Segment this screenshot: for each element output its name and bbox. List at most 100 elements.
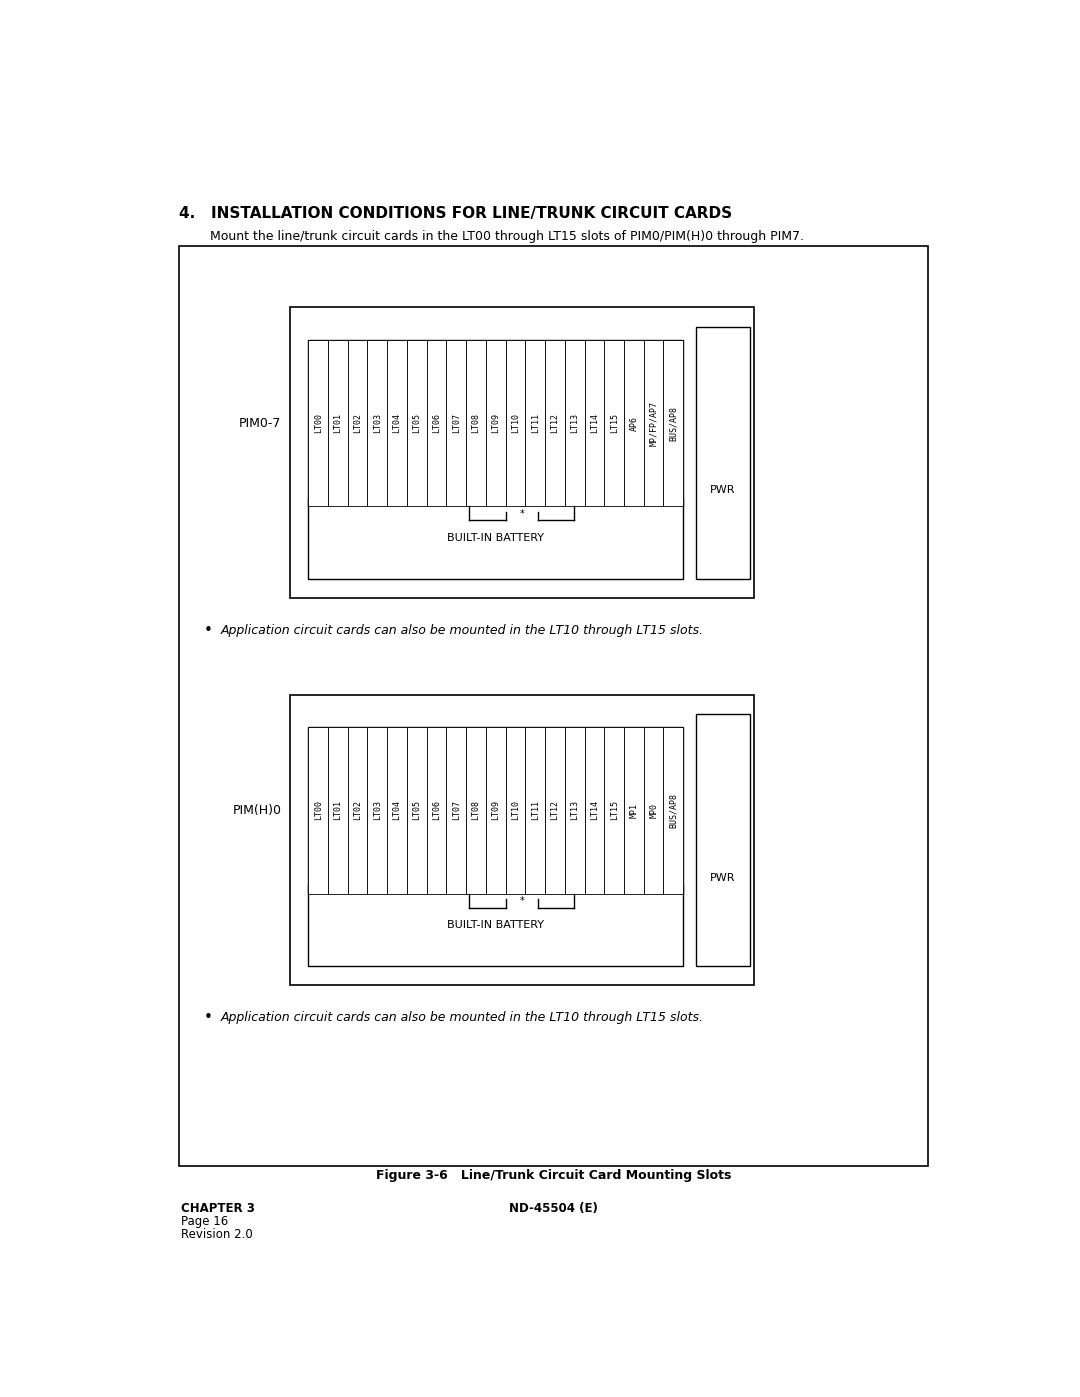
Bar — [696, 327, 751, 578]
Text: BUILT-IN BATTERY: BUILT-IN BATTERY — [447, 921, 544, 930]
Bar — [644, 726, 663, 894]
Bar — [446, 339, 467, 507]
Bar — [565, 339, 584, 507]
Text: LT13: LT13 — [570, 800, 579, 820]
Text: *: * — [519, 897, 525, 907]
Text: PWR: PWR — [711, 873, 735, 883]
Bar — [328, 339, 348, 507]
Text: LT04: LT04 — [392, 800, 402, 820]
Bar — [308, 726, 328, 894]
Text: •: • — [204, 1010, 213, 1025]
Bar — [545, 339, 565, 507]
Text: •: • — [204, 623, 213, 637]
Bar — [388, 339, 407, 507]
Bar — [289, 307, 754, 598]
Bar — [584, 726, 605, 894]
Text: LT00: LT00 — [313, 800, 323, 820]
Text: LT05: LT05 — [413, 800, 421, 820]
Text: Page 16: Page 16 — [181, 1215, 228, 1228]
Bar — [367, 726, 388, 894]
Text: LT11: LT11 — [530, 414, 540, 433]
Text: LT06: LT06 — [432, 414, 441, 433]
Text: PIM0-7: PIM0-7 — [239, 418, 282, 430]
Text: LT06: LT06 — [432, 800, 441, 820]
Text: LT14: LT14 — [590, 800, 599, 820]
Text: MP1: MP1 — [630, 803, 638, 817]
Text: Application circuit cards can also be mounted in the LT10 through LT15 slots.: Application circuit cards can also be mo… — [220, 1011, 703, 1024]
Bar — [388, 726, 407, 894]
Text: LT11: LT11 — [530, 800, 540, 820]
Bar — [486, 726, 505, 894]
Text: CHAPTER 3: CHAPTER 3 — [181, 1203, 255, 1215]
Bar — [505, 726, 525, 894]
Bar — [308, 339, 684, 507]
Text: MP/FP/AP7: MP/FP/AP7 — [649, 401, 658, 446]
Text: *: * — [519, 509, 525, 520]
Bar — [308, 339, 328, 507]
Text: 4.   INSTALLATION CONDITIONS FOR LINE/TRUNK CIRCUIT CARDS: 4. INSTALLATION CONDITIONS FOR LINE/TRUN… — [178, 207, 731, 221]
Bar — [467, 339, 486, 507]
Text: BUS/AP8: BUS/AP8 — [669, 405, 678, 440]
Text: LT05: LT05 — [413, 414, 421, 433]
Bar — [407, 726, 427, 894]
Text: LT03: LT03 — [373, 414, 382, 433]
Bar — [565, 726, 584, 894]
Bar — [663, 339, 684, 507]
Text: Revision 2.0: Revision 2.0 — [181, 1228, 253, 1242]
Bar — [348, 726, 367, 894]
Text: LT10: LT10 — [511, 414, 519, 433]
Bar — [427, 339, 446, 507]
Bar — [525, 339, 545, 507]
Text: BUILT-IN BATTERY: BUILT-IN BATTERY — [447, 534, 544, 543]
Bar — [486, 339, 505, 507]
Text: LT10: LT10 — [511, 800, 519, 820]
Text: LT01: LT01 — [334, 414, 342, 433]
Text: LT02: LT02 — [353, 414, 362, 433]
Bar — [367, 339, 388, 507]
Text: LT12: LT12 — [551, 414, 559, 433]
Text: LT09: LT09 — [491, 414, 500, 433]
Text: MP0: MP0 — [649, 803, 658, 817]
Text: Application circuit cards can also be mounted in the LT10 through LT15 slots.: Application circuit cards can also be mo… — [220, 623, 703, 637]
Bar — [467, 726, 486, 894]
Bar — [624, 726, 644, 894]
Bar — [308, 886, 684, 965]
Text: ND-45504 (E): ND-45504 (E) — [509, 1203, 598, 1215]
Bar — [505, 339, 525, 507]
Bar — [696, 714, 751, 965]
Bar — [407, 339, 427, 507]
Text: LT15: LT15 — [610, 414, 619, 433]
Text: LT14: LT14 — [590, 414, 599, 433]
Text: LT02: LT02 — [353, 800, 362, 820]
Text: LT12: LT12 — [551, 800, 559, 820]
Bar — [178, 246, 928, 1166]
Text: LT09: LT09 — [491, 800, 500, 820]
Text: AP6: AP6 — [630, 416, 638, 430]
Text: LT00: LT00 — [313, 414, 323, 433]
Text: LT07: LT07 — [451, 800, 461, 820]
Text: Mount the line/trunk circuit cards in the LT00 through LT15 slots of PIM0/PIM(H): Mount the line/trunk circuit cards in th… — [211, 231, 805, 243]
Bar — [545, 726, 565, 894]
Bar — [348, 339, 367, 507]
Text: LT08: LT08 — [472, 414, 481, 433]
Text: LT07: LT07 — [451, 414, 461, 433]
Text: LT03: LT03 — [373, 800, 382, 820]
Text: PIM(H)0: PIM(H)0 — [232, 805, 282, 817]
Text: BUS/AP8: BUS/AP8 — [669, 793, 678, 828]
Bar — [605, 726, 624, 894]
Text: LT15: LT15 — [610, 800, 619, 820]
Bar — [584, 339, 605, 507]
Text: Figure 3-6   Line/Trunk Circuit Card Mounting Slots: Figure 3-6 Line/Trunk Circuit Card Mount… — [376, 1169, 731, 1182]
Bar — [308, 726, 684, 894]
Text: LT08: LT08 — [472, 800, 481, 820]
Bar — [308, 497, 684, 578]
Bar — [663, 726, 684, 894]
Bar — [427, 726, 446, 894]
Text: LT04: LT04 — [392, 414, 402, 433]
Bar — [624, 339, 644, 507]
Bar — [328, 726, 348, 894]
Text: LT13: LT13 — [570, 414, 579, 433]
Bar — [605, 339, 624, 507]
Bar — [289, 694, 754, 985]
Text: LT01: LT01 — [334, 800, 342, 820]
